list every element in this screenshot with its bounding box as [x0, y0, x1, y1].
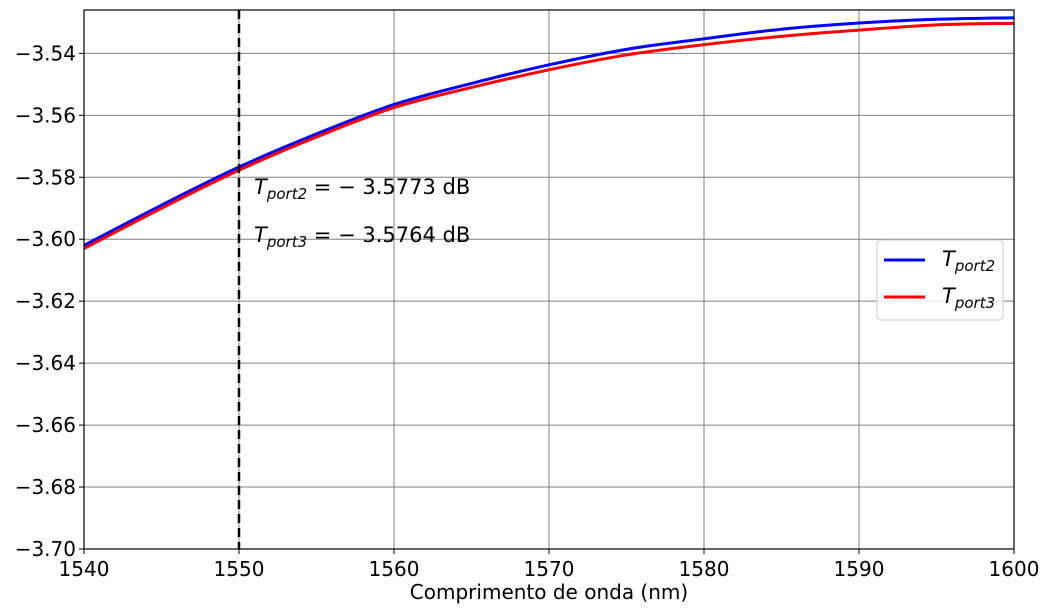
x-axis-label: Comprimento de onda (nm): [410, 580, 688, 604]
annotation-port3-symbol: T: [254, 223, 269, 247]
y-tick-label: −3.58: [15, 165, 76, 189]
legend: Tport2 Tport3: [876, 239, 1004, 321]
x-tick-label: 1580: [679, 557, 730, 581]
legend-label-port3: Tport3: [942, 284, 995, 312]
x-tick-label: 1540: [59, 557, 110, 581]
annotation-port3: Tport3 = − 3.5764 dB: [254, 223, 470, 251]
x-tick-label: 1560: [369, 557, 420, 581]
annotation-port2-symbol: T: [254, 175, 269, 199]
x-tick-label: 1600: [989, 557, 1040, 581]
x-tick-label: 1570: [524, 557, 575, 581]
series-line-port3: [83, 21, 1015, 250]
x-tick-label: 1550: [214, 557, 265, 581]
y-tick-label: −3.62: [15, 289, 76, 313]
y-tick-label: −3.56: [15, 103, 76, 127]
series-layer: [83, 16, 1015, 250]
annotation-port3-subscript: port3: [266, 233, 307, 251]
annotation-port3-value: = − 3.5764 dB: [307, 223, 470, 247]
y-tick-label: −3.66: [15, 413, 76, 437]
x-tick-label: 1590: [834, 557, 885, 581]
annotation-port2: Tport2 = − 3.5773 dB: [254, 175, 470, 203]
y-axis-ticks: −3.70 −3.68 −3.66 −3.64 −3.62 −3.60 −3.58 −3.56…: [15, 41, 84, 561]
y-tick-label: −3.70: [15, 537, 76, 561]
svg-text:Tport2 = − 3.5773 dB: Tport2 = − 3.5773 dB: [254, 175, 470, 203]
series-line-port2: [83, 16, 1015, 247]
legend-label-port2: Tport2: [942, 247, 995, 275]
grid: [83, 10, 1015, 550]
y-tick-label: −3.60: [15, 227, 76, 251]
x-axis-ticks: 1540 1550 1560 1570 1580 1590 1600: [59, 549, 1040, 581]
y-tick-label: −3.68: [15, 475, 76, 499]
annotation-port2-subscript: port2: [266, 185, 307, 203]
y-tick-label: −3.64: [15, 351, 76, 375]
svg-text:Tport3 = − 3.5764 dB: Tport3 = − 3.5764 dB: [254, 223, 470, 251]
annotation-port2-value: = − 3.5773 dB: [307, 175, 470, 199]
y-tick-label: −3.54: [15, 41, 76, 65]
